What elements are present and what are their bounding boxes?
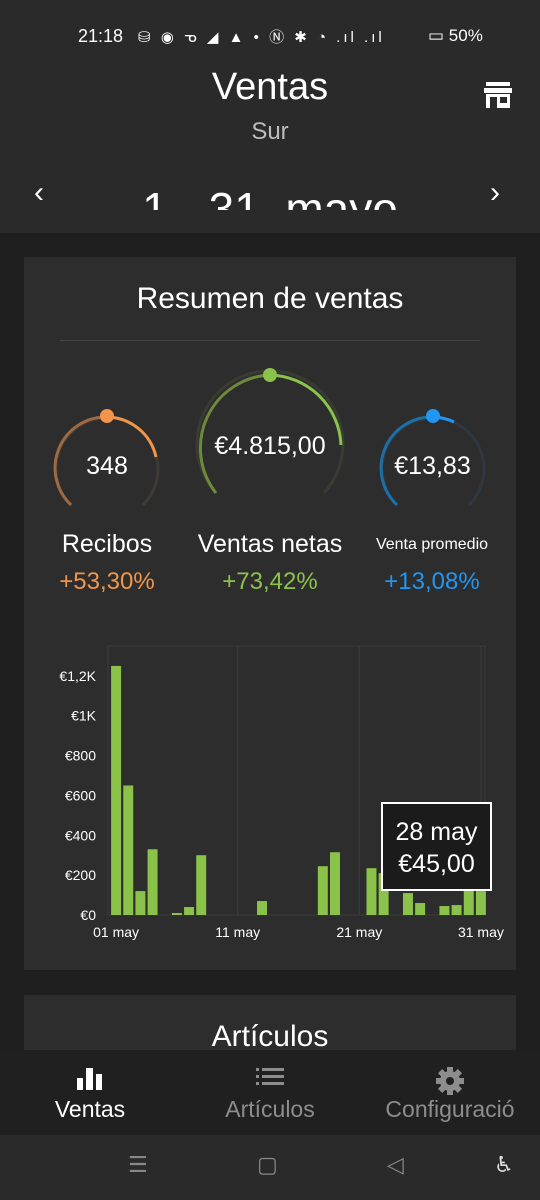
chart-bar: [366, 868, 377, 915]
nav-configuracion[interactable]: Configuració: [360, 1050, 540, 1135]
battery-indicator: ▭ 50%: [428, 26, 483, 45]
chart-bar: [402, 893, 413, 915]
avg-sale-label: Venta promedio: [375, 536, 489, 553]
receipts-value: 348: [86, 452, 128, 480]
home-button[interactable]: ▢: [257, 1152, 278, 1177]
store-icon[interactable]: [484, 82, 512, 108]
chart-bar: [439, 906, 450, 915]
chart-bar: [184, 907, 195, 915]
y-tick-label: €0: [80, 907, 96, 923]
daily-sales-chart[interactable]: 01 may 11 may 21 may 31 may €0 €200 €400 €600 €8…: [50, 640, 520, 950]
chart-bar: [378, 873, 389, 915]
chart-bar: [147, 849, 158, 915]
net-sales-change: +73,42%: [222, 568, 318, 595]
prev-period-button[interactable]: ‹: [34, 176, 44, 209]
y-tick-label: €600: [65, 787, 96, 803]
recents-button[interactable]: ☰: [128, 1152, 148, 1177]
chart-bar: [329, 852, 340, 915]
chart-bar: [451, 905, 462, 915]
avg-sale-change: +13,08%: [384, 568, 480, 595]
y-tick-label: €1,2K: [59, 668, 96, 684]
page-title: Ventas: [211, 66, 329, 108]
chart-bar: [135, 891, 146, 915]
next-period-button[interactable]: ›: [490, 176, 500, 209]
receipts-gauge-ring: [53, 409, 160, 507]
articles-title: Artículos: [211, 1020, 329, 1053]
receipts-change: +53,30%: [59, 568, 155, 595]
list-icon: [256, 1068, 284, 1085]
y-tick-label: €200: [65, 867, 96, 883]
gear-icon: [436, 1067, 464, 1095]
bar-chart-icon: [77, 1068, 102, 1090]
articles-card: [24, 995, 516, 1055]
summary-title: Resumen de ventas: [136, 282, 404, 315]
chart-bar: [171, 913, 182, 915]
chart-bar: [257, 901, 268, 915]
divider: [60, 340, 480, 341]
status-icons: ⛁ ◉ ᓀ ◢ ▲ • Ⓝ ✱ ◔ .ıl .ıl: [138, 29, 385, 46]
chart-bar: [463, 873, 474, 915]
y-tick-label: €1K: [71, 708, 97, 724]
system-navigation-bar: [0, 1135, 540, 1200]
chart-bar: [317, 866, 328, 915]
nav-articulos[interactable]: Artículos: [180, 1050, 360, 1135]
chart-bar: [123, 785, 134, 915]
store-name: Sur: [251, 118, 289, 145]
avg-sale-value: €13,83: [394, 452, 471, 480]
nav-ventas[interactable]: Ventas: [0, 1050, 180, 1135]
chart-bar: [196, 855, 207, 915]
x-tick-label: 21 may: [336, 924, 382, 940]
avg-sale-gauge-ring: [379, 409, 486, 507]
x-tick-label: 01 may: [93, 924, 139, 940]
nav-articulos-label: Artículos: [225, 1096, 315, 1122]
chart-tooltip: 28 may €45,00: [381, 802, 492, 891]
accessibility-button[interactable]: ♿: [494, 1152, 514, 1177]
y-tick-label: €800: [65, 748, 96, 764]
net-sales-label: Ventas netas: [197, 530, 343, 558]
receipts-label: Recibos: [61, 530, 153, 558]
y-tick-label: €400: [65, 827, 96, 843]
net-sales-value: €4.815,00: [214, 432, 326, 460]
tooltip-date: 28 may: [395, 818, 478, 846]
x-tick-label: 31 may: [458, 924, 504, 940]
tooltip-value: €45,00: [398, 850, 475, 878]
status-time: 21:18: [78, 26, 124, 46]
back-button[interactable]: ◁: [387, 1152, 404, 1177]
x-tick-label: 11 may: [215, 924, 260, 940]
nav-ventas-label: Ventas: [54, 1096, 126, 1122]
plot-frame: [107, 645, 486, 916]
chart-bar: [111, 665, 122, 915]
net-sales-gauge-ring: [195, 368, 345, 495]
nav-config-label: Configuració: [385, 1096, 515, 1122]
date-range-label[interactable]: 1 - 31, mayo: [142, 183, 398, 210]
chart-bar: [415, 903, 426, 915]
chart-bar: [475, 891, 486, 915]
header: [0, 50, 540, 233]
